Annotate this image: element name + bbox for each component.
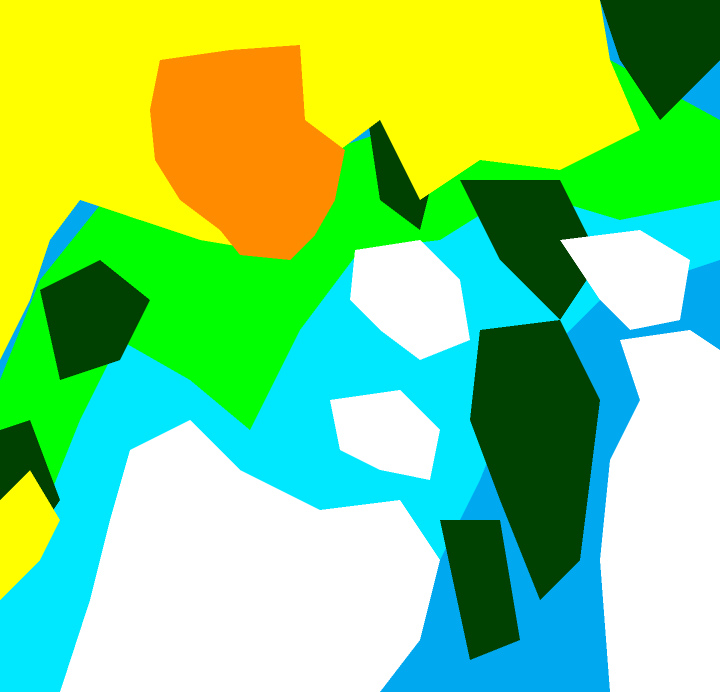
region-white-bottom-center — [60, 420, 440, 692]
region-white-center-top — [350, 240, 470, 360]
region-dark-green-streaks — [0, 0, 720, 660]
region-orange — [150, 45, 345, 260]
region-white-mid — [330, 390, 440, 480]
region-white-upper-right — [560, 230, 690, 330]
region-white-right — [600, 330, 720, 692]
region-yellow-small — [0, 470, 60, 600]
